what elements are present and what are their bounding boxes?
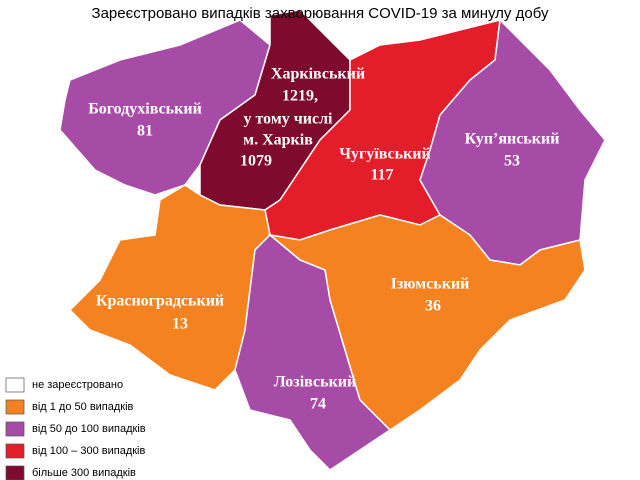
region-name: Чугуївський bbox=[339, 146, 431, 163]
region-name: Куп’янський bbox=[465, 131, 560, 148]
region-value: 13 bbox=[172, 316, 188, 333]
title: Зареєстровано випадків захворювання COVI… bbox=[92, 5, 549, 22]
region-value: 74 bbox=[310, 396, 326, 413]
legend-label: від 1 до 50 випадків bbox=[32, 401, 134, 413]
region-value: 117 bbox=[370, 167, 393, 184]
city-name: м. Харків bbox=[243, 132, 313, 149]
legend: не зареєстровано від 1 до 50 випадків від … bbox=[5, 377, 146, 480]
region-name: Красноградський bbox=[96, 293, 224, 310]
region-name: Богодухівський bbox=[88, 101, 202, 118]
region-value: 1219, bbox=[282, 88, 318, 105]
region-value: 53 bbox=[504, 153, 520, 170]
legend-label: не зареєстровано bbox=[32, 379, 123, 391]
legend-label: від 50 до 100 випадків bbox=[32, 423, 146, 435]
legend-swatch bbox=[5, 399, 25, 415]
region-name: Харківський bbox=[271, 66, 365, 83]
region-name: Лозівський bbox=[274, 374, 356, 391]
region-value: 81 bbox=[137, 123, 153, 140]
legend-swatch bbox=[5, 443, 25, 459]
city-value: 1079 bbox=[240, 153, 272, 170]
legend-label: більше 300 випадків bbox=[32, 467, 136, 479]
region-name: Ізюмський bbox=[391, 276, 470, 293]
region-value: 36 bbox=[425, 298, 441, 315]
legend-swatch bbox=[5, 421, 25, 437]
legend-label: від 100 – 300 випадків bbox=[32, 445, 145, 457]
region bbox=[234, 233, 392, 471]
legend-swatch bbox=[5, 465, 25, 480]
region-note: у тому числі bbox=[243, 111, 333, 128]
legend-swatch bbox=[5, 377, 25, 393]
